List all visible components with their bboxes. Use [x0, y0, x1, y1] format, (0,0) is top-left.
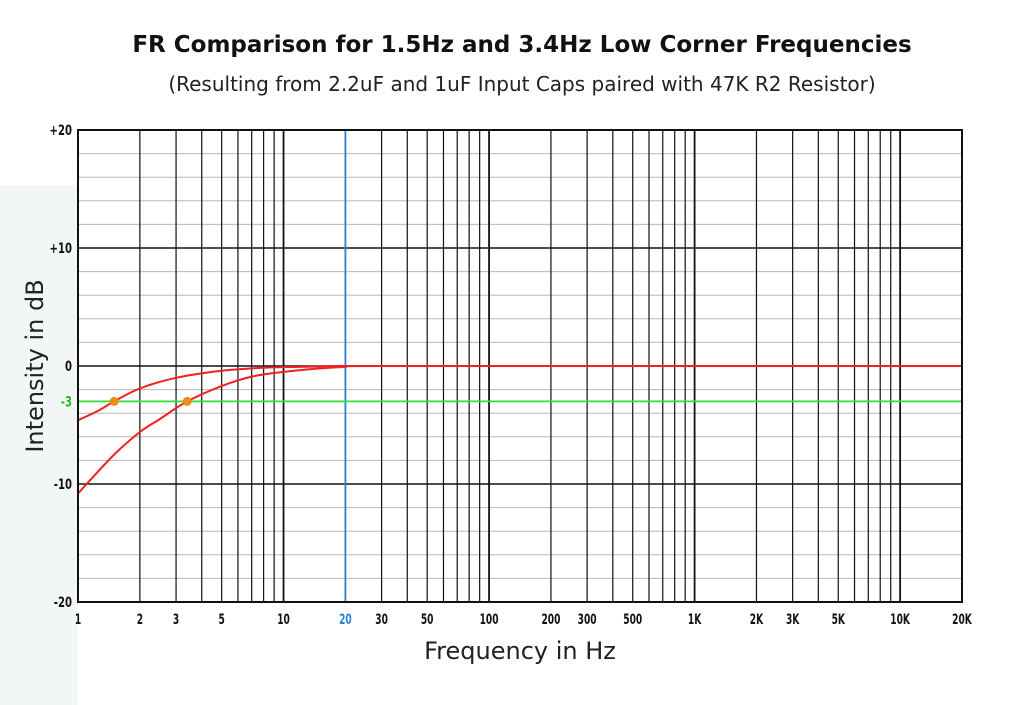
y-tick-label: +10 [50, 240, 72, 256]
y-axis-label: Intensity in dB [21, 279, 49, 452]
y-tick-label: -10 [54, 476, 72, 492]
x-tick-label: 2 [137, 611, 143, 627]
x-tick-label: 1K [688, 611, 702, 627]
x-tick-label: 20K [952, 611, 972, 627]
corner-marker-0 [109, 396, 119, 406]
x-tick-label: 5 [219, 611, 225, 627]
chart-subtitle: (Resulting from 2.2uF and 1uF Input Caps… [168, 72, 876, 96]
series-lines [77, 364, 963, 495]
x-tick-label: 3 [173, 611, 179, 627]
x-tick-label: 300 [578, 611, 597, 627]
corner-markers [109, 396, 192, 406]
y-tick-label: -3 [61, 394, 72, 410]
side-panel [0, 185, 78, 705]
x-tick-label: 200 [541, 611, 560, 627]
y-tick-label: +20 [50, 122, 72, 138]
series-line-1.5hz [77, 364, 962, 422]
x-tick-label: 2K [750, 611, 764, 627]
x-tick-label: 30 [375, 611, 388, 627]
x-tick-labels: 1 2 3 5 10 20 30 50 100 200 300 500 1K 2K 3K 5K 10K 20K [75, 611, 972, 627]
x-tick-label: 100 [480, 611, 499, 627]
x-tick-label: 10K [890, 611, 910, 627]
x-tick-label: 50 [421, 611, 434, 627]
y-tick-label: 0 [65, 358, 72, 374]
corner-marker-1 [182, 396, 192, 406]
series-line-3.4hz [77, 364, 963, 495]
y-tick-label: -20 [54, 594, 72, 610]
x-axis-label: Frequency in Hz [424, 637, 616, 665]
chart-title: FR Comparison for 1.5Hz and 3.4Hz Low Co… [132, 32, 912, 58]
x-tick-label: 20 [339, 611, 352, 627]
x-tick-label: 10 [277, 611, 290, 627]
x-tick-label: 500 [623, 611, 642, 627]
x-tick-label: 5K [832, 611, 846, 627]
plot-frame [77, 129, 963, 603]
x-tick-label: 1 [75, 611, 81, 627]
x-tick-label: 3K [786, 611, 800, 627]
y-tick-labels: +20 +10 0 -3 -10 -20 [50, 122, 72, 610]
